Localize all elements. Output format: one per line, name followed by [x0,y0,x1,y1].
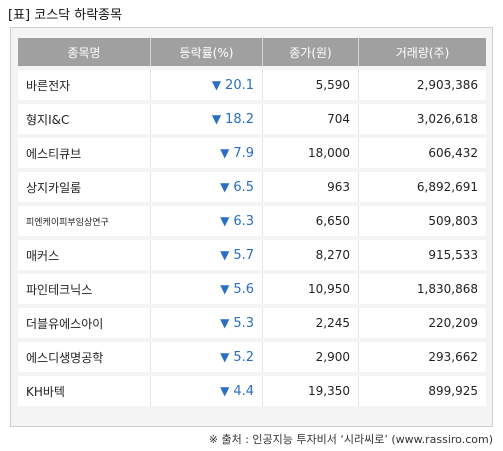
closing-price: 704 [263,104,359,134]
stock-name: 매커스 [18,240,151,270]
change-rate-value: 4.4 [233,383,254,399]
change-rate-value: 7.9 [233,145,254,161]
down-triangle-icon: ▼ [220,383,230,398]
table-row: 바른전자 ▼ 20.1 5,590 2,903,386 [18,70,486,100]
change-rate-value: 18.2 [225,111,254,127]
closing-price: 8,270 [263,240,359,270]
closing-price: 18,000 [263,138,359,168]
change-rate-value: 6.3 [233,213,254,229]
trading-volume: 606,432 [359,138,486,168]
header-name: 종목명 [18,38,151,66]
change-rate-value: 5.2 [233,349,254,365]
down-triangle-icon: ▼ [220,349,230,364]
table-row: 매커스 ▼ 5.7 8,270 915,533 [18,240,486,270]
down-triangle-icon: ▼ [211,111,222,126]
change-rate-value: 5.6 [233,281,254,297]
change-rate: ▼ 7.9 [151,138,263,168]
table-header-row: 종목명 등락률(%) 종가(원) 거래량(주) [18,38,486,66]
closing-price: 19,350 [263,376,359,406]
table-row: 상지카일룸 ▼ 6.5 963 6,892,691 [18,172,486,202]
down-triangle-icon: ▼ [220,247,230,262]
stock-table: 종목명 등락률(%) 종가(원) 거래량(주) 바른전자 ▼ 20.1 5,590 2,… [18,34,486,410]
down-triangle-icon: ▼ [220,145,230,160]
table-row: 에스디생명공학 ▼ 5.2 2,900 293,662 [18,342,486,372]
stock-name: KH바텍 [18,376,151,406]
trading-volume: 899,925 [359,376,486,406]
trading-volume: 6,892,691 [359,172,486,202]
change-rate-value: 6.5 [233,179,254,195]
header-rate: 등락률(%) [151,38,263,66]
stock-name: 형지I&C [18,104,151,134]
change-rate: ▼ 6.3 [151,206,263,236]
table-row: 에스티큐브 ▼ 7.9 18,000 606,432 [18,138,486,168]
change-rate: ▼ 20.1 [151,70,263,100]
table-row: 파인테크닉스 ▼ 5.6 10,950 1,830,868 [18,274,486,304]
stock-name: 피엔케이피부임상연구 [18,206,151,236]
stock-name: 에스티큐브 [18,138,151,168]
trading-volume: 3,026,618 [359,104,486,134]
stock-name: 에스디생명공학 [18,342,151,372]
table-row: 더블유에스아이 ▼ 5.3 2,245 220,209 [18,308,486,338]
trading-volume: 2,903,386 [359,70,486,100]
closing-price: 2,245 [263,308,359,338]
table-row: 피엔케이피부임상연구 ▼ 6.3 6,650 509,803 [18,206,486,236]
stock-name: 더블유에스아이 [18,308,151,338]
change-rate: ▼ 4.4 [151,376,263,406]
stock-name: 상지카일룸 [18,172,151,202]
change-rate: ▼ 5.2 [151,342,263,372]
stock-name: 파인테크닉스 [18,274,151,304]
trading-volume: 293,662 [359,342,486,372]
table-row: 형지I&C ▼ 18.2 704 3,026,618 [18,104,486,134]
down-triangle-icon: ▼ [220,213,230,228]
closing-price: 2,900 [263,342,359,372]
change-rate: ▼ 5.3 [151,308,263,338]
down-triangle-icon: ▼ [220,179,230,194]
closing-price: 5,590 [263,70,359,100]
header-price: 종가(원) [263,38,359,66]
change-rate: ▼ 18.2 [151,104,263,134]
source-footer: ※ 출처 : 인공지능 투자비서 ‘시라씨로’ (www.rassiro.com… [208,433,493,446]
change-rate: ▼ 5.7 [151,240,263,270]
trading-volume: 915,533 [359,240,486,270]
stock-name: 바른전자 [18,70,151,100]
page-title: [표] 코스닥 하락종목 [8,8,123,23]
down-triangle-icon: ▼ [220,315,230,330]
trading-volume: 1,830,868 [359,274,486,304]
trading-volume: 220,209 [359,308,486,338]
change-rate-value: 5.3 [233,315,254,331]
down-triangle-icon: ▼ [211,77,222,92]
down-triangle-icon: ▼ [220,281,230,296]
closing-price: 963 [263,172,359,202]
trading-volume: 509,803 [359,206,486,236]
table-row: KH바텍 ▼ 4.4 19,350 899,925 [18,376,486,406]
closing-price: 10,950 [263,274,359,304]
change-rate: ▼ 6.5 [151,172,263,202]
change-rate-value: 5.7 [233,247,254,263]
closing-price: 6,650 [263,206,359,236]
change-rate: ▼ 5.6 [151,274,263,304]
change-rate-value: 20.1 [225,77,254,93]
header-volume: 거래량(주) [359,38,486,66]
